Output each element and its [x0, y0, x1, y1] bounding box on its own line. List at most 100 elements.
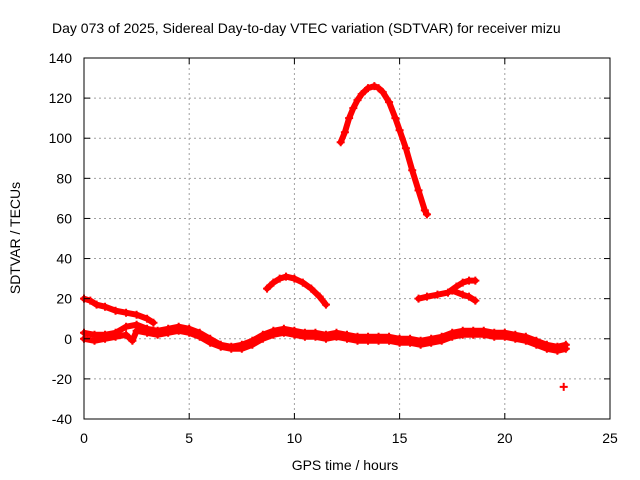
data-point	[132, 326, 141, 335]
x-tick-label: 25	[602, 430, 618, 446]
data-point	[111, 332, 120, 341]
data-point	[206, 338, 215, 347]
data-point	[378, 88, 387, 97]
series	[336, 82, 431, 219]
data-point	[458, 290, 467, 299]
data-point	[343, 334, 351, 343]
data-point	[281, 272, 290, 281]
data-point	[370, 82, 379, 91]
data-point	[349, 104, 358, 113]
y-tick-label: 40	[56, 251, 72, 267]
data-point	[279, 328, 288, 337]
data-point	[128, 336, 137, 345]
data-point	[448, 286, 457, 295]
x-axis-label: GPS time / hours	[292, 457, 399, 473]
series	[559, 382, 568, 391]
data-point	[395, 338, 404, 347]
data-marks	[80, 82, 570, 391]
data-point	[406, 338, 415, 347]
data-point	[290, 330, 299, 339]
data-point	[185, 328, 194, 337]
data-point	[290, 274, 299, 283]
y-axis-label: SDTVAR / TECUs	[7, 182, 23, 294]
data-point	[532, 340, 541, 349]
data-point	[195, 332, 204, 341]
data-point	[132, 310, 141, 319]
data-point	[357, 90, 366, 99]
data-point	[416, 340, 425, 349]
x-tick-label: 15	[392, 430, 408, 446]
data-point	[258, 334, 267, 343]
data-point	[227, 344, 236, 353]
data-point	[374, 336, 383, 345]
x-tick-label: 0	[80, 430, 88, 446]
data-point	[321, 300, 330, 309]
data-point	[414, 186, 423, 195]
chart-title: Day 073 of 2025, Sidereal Day-to-day VTE…	[52, 20, 561, 36]
data-point	[345, 114, 354, 123]
data-point	[469, 330, 478, 339]
data-point	[364, 84, 373, 93]
data-point	[321, 334, 330, 343]
data-point	[465, 292, 474, 301]
data-point	[427, 338, 436, 347]
data-point	[401, 144, 410, 153]
data-point	[122, 308, 131, 317]
data-point	[149, 318, 158, 327]
series	[448, 286, 480, 305]
data-point	[385, 336, 394, 345]
data-point	[521, 336, 530, 345]
x-tick-label: 10	[287, 430, 303, 446]
data-point	[174, 326, 183, 335]
data-point	[448, 332, 457, 341]
data-point	[422, 210, 431, 219]
data-point	[500, 332, 509, 341]
data-point	[248, 340, 257, 349]
data-point	[353, 336, 362, 345]
axis-ticks: 0 5 10 15 20 25 -40 -20 0 20 40 60 80 100 120 140	[49, 50, 618, 446]
data-point	[561, 344, 570, 353]
data-point	[353, 96, 362, 105]
data-point	[237, 344, 246, 353]
grid	[84, 58, 610, 419]
x-tick-label: 5	[185, 430, 193, 446]
data-point	[307, 284, 316, 293]
data-point	[391, 114, 400, 123]
series	[80, 326, 570, 355]
data-point	[86, 296, 95, 305]
data-point	[101, 302, 110, 311]
y-tick-label: 120	[49, 90, 73, 106]
data-point	[92, 300, 101, 309]
data-point	[111, 306, 120, 315]
data-point	[422, 292, 431, 301]
data-point	[300, 332, 309, 341]
data-point	[332, 332, 341, 341]
data-point	[122, 322, 131, 331]
data-point	[90, 336, 99, 345]
data-point	[553, 346, 562, 355]
data-point	[143, 328, 152, 337]
data-point	[542, 344, 551, 353]
data-point	[122, 330, 131, 339]
y-tick-label: 20	[56, 291, 72, 307]
data-point	[395, 126, 404, 135]
data-point	[340, 128, 349, 137]
data-point	[364, 336, 373, 345]
data-point	[458, 330, 467, 339]
data-point	[143, 314, 152, 323]
x-tick-label: 20	[497, 430, 513, 446]
data-point	[315, 292, 324, 301]
data-point	[490, 332, 499, 341]
y-tick-label: 80	[56, 170, 72, 186]
data-point	[385, 98, 394, 107]
data-point	[374, 84, 383, 93]
y-tick-label: 60	[56, 210, 72, 226]
data-point	[216, 342, 225, 351]
data-point	[164, 328, 173, 337]
data-point	[269, 278, 278, 287]
data-point	[437, 336, 446, 345]
data-point	[263, 284, 272, 293]
y-tick-label: 100	[49, 130, 73, 146]
data-point	[420, 206, 429, 215]
